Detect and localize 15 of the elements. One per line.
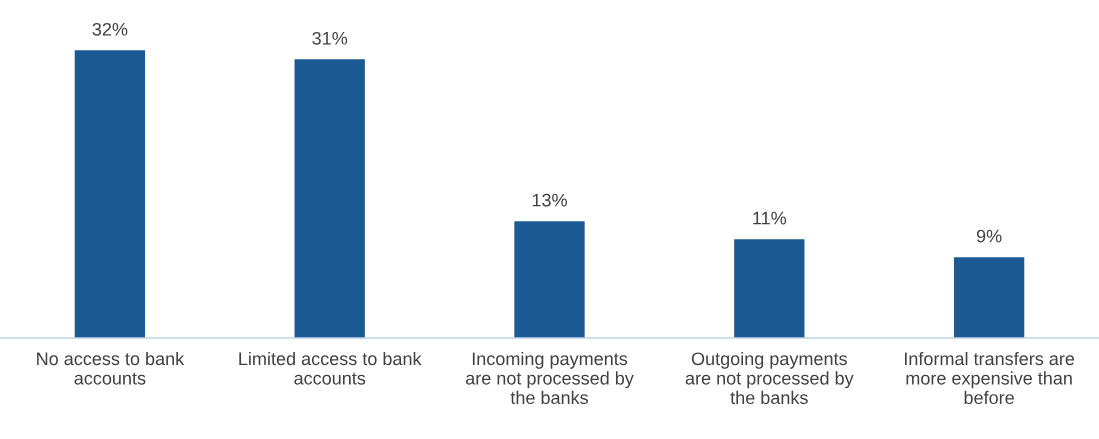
data-label: 9% (976, 229, 1002, 243)
bar (514, 221, 585, 339)
x-tick-label: Informal transfers are more expensive than before (904, 351, 1075, 405)
data-label: 31% (312, 31, 348, 45)
bar (953, 257, 1025, 339)
bar (734, 239, 805, 339)
data-label: 32% (92, 22, 128, 36)
x-tick-label: Limited access to bank accounts (239, 351, 422, 385)
x-tick-label: Incoming payments are not processed by the banks (465, 351, 634, 405)
x-tick-label: No access to bank accounts (37, 351, 185, 385)
bar (294, 59, 365, 339)
data-label: 13% (532, 193, 567, 207)
bar (74, 50, 146, 339)
x-tick-label: Outgoing payments are not processed by the banks (685, 351, 854, 405)
data-label: 11% (753, 211, 787, 225)
